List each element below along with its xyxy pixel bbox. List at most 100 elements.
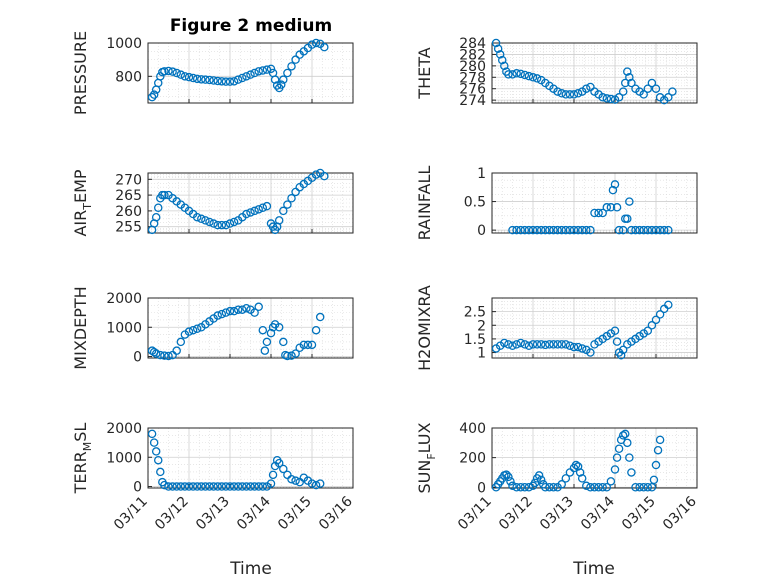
x-axis-label-right: Time [572, 559, 615, 579]
data-point [266, 479, 276, 488]
data-point [549, 340, 558, 349]
data-point [192, 212, 202, 222]
data-point [172, 68, 181, 78]
data-point [625, 73, 634, 82]
data-point [639, 225, 648, 235]
y-axis-label: PRESSURE [71, 31, 90, 115]
data-point [508, 70, 517, 79]
data-point [602, 203, 612, 212]
data-point [315, 479, 325, 488]
data-point [233, 305, 243, 314]
y-axis-label: MIXDEPTH [71, 286, 90, 369]
data-point [320, 171, 329, 181]
data-point [272, 81, 282, 90]
data-point [647, 483, 657, 492]
data-point [569, 90, 579, 99]
data-point [504, 472, 513, 482]
data-point [311, 170, 321, 179]
data-point [495, 50, 505, 59]
data-point [229, 482, 239, 491]
data-point [192, 482, 202, 491]
data-point [291, 349, 300, 358]
data-point [651, 460, 661, 470]
data-point [512, 483, 521, 492]
y-tick-label: 274 [459, 93, 486, 109]
data-point [618, 431, 628, 440]
axes-box [491, 172, 698, 234]
data-point [209, 76, 218, 85]
data-point [651, 225, 661, 235]
data-point [516, 483, 525, 492]
data-point [653, 445, 663, 455]
data-point [639, 483, 648, 492]
data-point [504, 340, 513, 349]
data-point [307, 479, 317, 488]
data-point [201, 482, 210, 491]
data-point [205, 75, 214, 85]
data-point [573, 462, 583, 471]
y-axis-label: RAINFALL [415, 166, 434, 241]
data-point [643, 84, 653, 93]
data-point [233, 482, 243, 491]
data-point [614, 444, 624, 453]
y-tick-label: 0 [477, 480, 486, 496]
data-point [508, 481, 517, 491]
data-point [614, 225, 624, 235]
data-point [606, 203, 616, 212]
data-point [536, 225, 546, 235]
data-point [602, 483, 612, 492]
data-point [225, 306, 235, 316]
data-point [213, 220, 222, 230]
axes-box [147, 427, 354, 489]
data-point [621, 429, 630, 439]
data-point [493, 44, 503, 53]
data-point [520, 340, 530, 349]
y-tick-label: 0 [477, 223, 486, 239]
data-point [279, 206, 288, 216]
data-point [577, 225, 587, 235]
data-point [205, 217, 214, 227]
data-point [623, 214, 632, 223]
data-point [598, 208, 607, 218]
data-point [573, 342, 583, 352]
y-tick-label: 1 [477, 346, 486, 362]
data-point [201, 75, 210, 84]
data-point [164, 351, 173, 361]
data-point [168, 67, 177, 76]
data-point [594, 483, 603, 492]
data-point [320, 42, 329, 52]
data-point [500, 61, 509, 71]
axes-box [491, 42, 698, 104]
data-point [508, 341, 517, 350]
data-point [506, 477, 515, 486]
data-point [213, 482, 222, 491]
data-point [643, 483, 653, 492]
data-point [534, 471, 544, 480]
data-point [225, 482, 235, 491]
data-point [164, 482, 173, 491]
data-point [180, 482, 190, 491]
data-point [217, 309, 227, 319]
data-point [184, 327, 194, 336]
data-point [606, 477, 616, 486]
y-tick-label: 0 [133, 480, 142, 496]
y-tick-label: 800 [115, 69, 142, 85]
data-point [520, 483, 530, 492]
data-point [582, 481, 591, 491]
axes-box [147, 42, 354, 104]
y-tick-label: 2000 [106, 291, 142, 307]
data-point [528, 73, 538, 82]
axes-box [147, 172, 354, 234]
data-point [614, 93, 624, 102]
y-tick-label: 2.5 [464, 305, 486, 321]
data-point [610, 465, 620, 474]
data-point [573, 225, 583, 235]
data-point [242, 482, 251, 491]
y-tick-label: 265 [115, 188, 142, 204]
data-point [577, 474, 587, 483]
y-axis-label: SUNFLUX [415, 422, 438, 493]
data-point [625, 453, 634, 462]
data-point [520, 225, 530, 235]
data-point [168, 482, 177, 491]
